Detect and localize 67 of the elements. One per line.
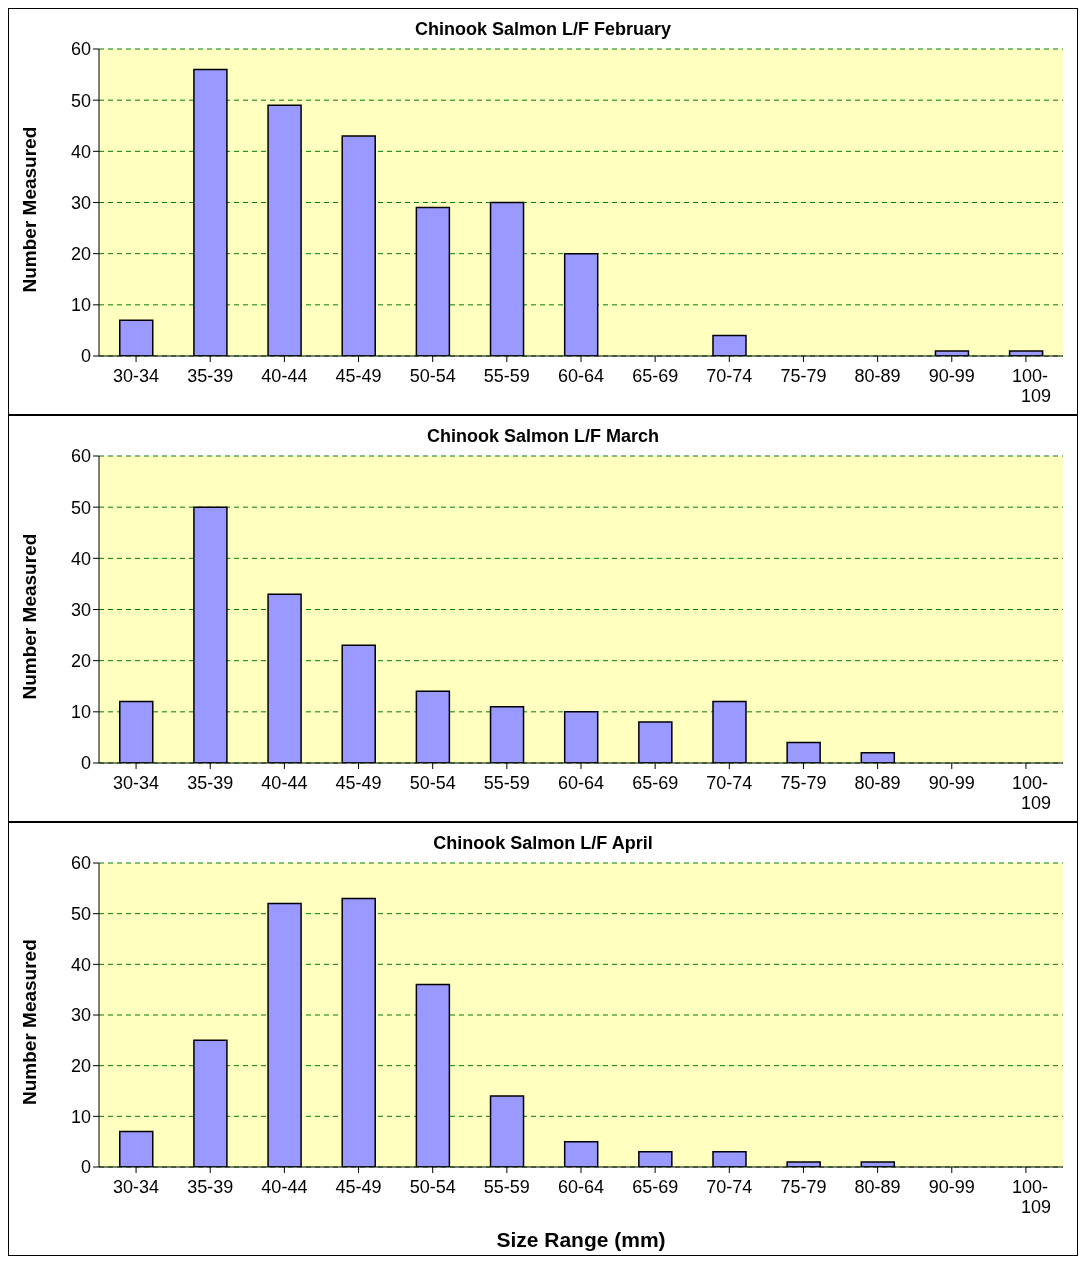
y-tick-label: 10 [70, 295, 91, 316]
x-tick-label: 75-79 [780, 366, 827, 386]
x-tick-label: 60-64 [557, 773, 605, 793]
y-tick-label: 0 [80, 346, 91, 367]
x-tick-label: 80-89 [854, 366, 901, 386]
x-tick-label: 50-54 [409, 773, 456, 793]
y-tick-label: 10 [70, 702, 91, 723]
x-tick-label: 75-79 [780, 773, 827, 793]
y-tick-label: 40 [70, 548, 91, 569]
x-tick-label: 90-99 [928, 1177, 975, 1197]
y-tick-label: 40 [70, 954, 91, 975]
x-tick-label: 45-49 [335, 366, 382, 386]
y-axis-title: Number Measured [18, 126, 40, 293]
y-tick-label: 20 [70, 244, 91, 265]
y-tick-label: 50 [70, 90, 91, 111]
y-tick-label: 60 [70, 853, 91, 874]
y-tick-label: 10 [70, 1106, 91, 1127]
y-tick-label: 30 [70, 599, 91, 620]
x-tick-label: 70-74 [706, 1177, 753, 1197]
x-tick-label: 65-69 [632, 773, 679, 793]
x-tick-label: 100-109 [1011, 1177, 1051, 1217]
x-tick-label: 50-54 [409, 366, 456, 386]
y-tick-label: 40 [70, 141, 91, 162]
x-tick-label: 80-89 [854, 773, 901, 793]
x-tick-label: 35-39 [187, 773, 234, 793]
x-tick-label: 55-59 [483, 773, 530, 793]
chart-title: Chinook Salmon L/F March [426, 426, 660, 448]
x-tick-label: 70-74 [706, 773, 753, 793]
x-tick-label: 70-74 [706, 366, 753, 386]
y-tick-label: 30 [70, 192, 91, 213]
x-tick-label: 35-39 [187, 1177, 234, 1197]
y-tick-label: 60 [70, 39, 91, 60]
x-tick-label: 45-49 [335, 773, 382, 793]
chart-title: Chinook Salmon L/F February [414, 19, 672, 41]
x-tick-label: 55-59 [483, 1177, 530, 1197]
x-tick-label: 90-99 [928, 773, 975, 793]
x-tick-label: 75-79 [780, 1177, 827, 1197]
x-tick-label: 35-39 [187, 366, 234, 386]
x-tick-label: 55-59 [483, 366, 530, 386]
x-tick-label: 65-69 [632, 1177, 679, 1197]
y-axis-title: Number Measured [18, 939, 40, 1105]
y-tick-label: 50 [70, 904, 91, 925]
x-tick-label: 60-64 [557, 366, 605, 386]
x-tick-label: 80-89 [854, 1177, 901, 1197]
y-tick-label: 20 [70, 651, 91, 672]
x-tick-label: 40-44 [261, 773, 308, 793]
x-tick-label: 90-99 [928, 366, 975, 386]
y-tick-label: 30 [70, 1005, 91, 1026]
y-axis-title: Number Measured [18, 533, 40, 700]
chart-title: Chinook Salmon L/F April [432, 833, 654, 855]
x-tick-label: 30-34 [113, 1177, 160, 1197]
x-tick-label: 65-69 [632, 366, 679, 386]
x-tick-label: 45-49 [335, 1177, 382, 1197]
y-tick-label: 0 [80, 1157, 91, 1178]
x-tick-label: 40-44 [261, 1177, 308, 1197]
x-tick-label: 30-34 [113, 366, 160, 386]
y-tick-label: 0 [80, 753, 91, 774]
y-tick-label: 60 [70, 446, 91, 467]
x-tick-label: 50-54 [409, 1177, 456, 1197]
x-tick-label: 100-109 [1011, 773, 1051, 813]
x-tick-label: 100-109 [1011, 366, 1051, 406]
x-axis-title: Size Range (mm) [496, 1228, 666, 1251]
y-tick-label: 50 [70, 497, 91, 518]
y-tick-label: 20 [70, 1056, 91, 1077]
x-tick-label: 30-34 [113, 773, 160, 793]
x-tick-label: 40-44 [261, 366, 308, 386]
x-tick-label: 60-64 [557, 1177, 605, 1197]
